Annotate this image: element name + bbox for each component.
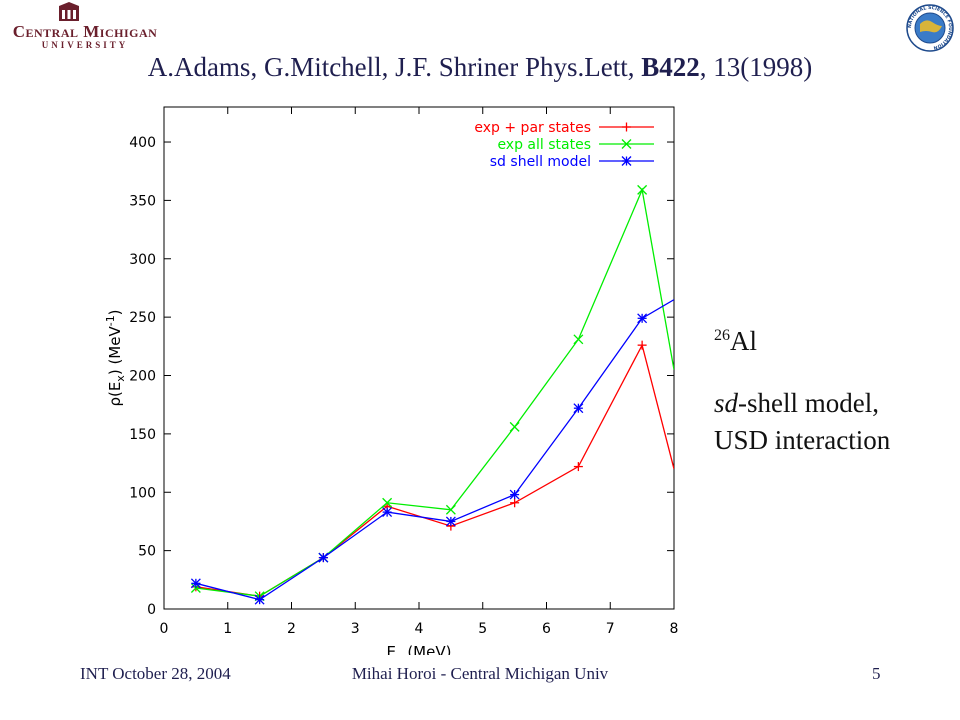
data-point-s2 [573,403,584,414]
slide-number: 5 [872,664,881,683]
y-tick-label: 250 [129,310,156,326]
citation-volume: B422 [641,52,700,82]
y-tick-label: 0 [147,602,156,618]
data-point-s2 [509,489,520,500]
series-line-1 [195,187,674,597]
institution-name: Central Michigan [12,22,158,41]
legend-marker-2 [621,156,632,166]
data-point-s1 [637,184,648,195]
data-point-s1 [190,583,201,593]
x-tick-label: 4 [415,621,424,637]
data-point-s2 [445,516,456,527]
data-point-s2 [382,507,393,518]
nucleus-symbol: Al [730,326,757,356]
x-tick-label: 7 [606,621,615,637]
y-tick-label: 150 [129,427,156,443]
x-tick-label: 1 [223,621,232,637]
footer-author: Mihai Horoi - Central Michigan Univ [351,664,609,683]
x-tick-label: 0 [160,621,169,637]
model-rest: -shell model, [738,388,879,418]
x-tick-label: 2 [287,621,296,637]
nucleus-mass: 26 [714,327,730,344]
legend-label-2: sd shell model [490,154,591,170]
y-tick-label: 300 [129,252,156,268]
y-tick-label: 400 [129,135,156,151]
x-axis-label: Ex (MeV) [387,643,452,655]
nucleus-label: 26Al [714,326,757,357]
legend-label-1: exp all states [497,137,591,153]
y-tick-label: 100 [129,485,156,501]
model-label: sd-shell model, [714,388,879,419]
model-italic: sd [714,388,739,418]
institution-sub: UNIVERSITY [41,40,129,50]
series-line-0 [195,343,674,597]
y-tick-label: 200 [129,369,156,385]
data-point-s2 [637,313,648,324]
citation-pages: , 13(1998) [699,52,813,82]
x-tick-label: 3 [351,621,360,637]
data-point-s2 [190,578,201,589]
y-tick-label: 350 [129,193,156,209]
citation: A.Adams, G.Mitchell, J.F. Shriner Phys.L… [0,52,960,83]
data-point-s1 [573,334,584,345]
citation-authors: A.Adams, G.Mitchell, J.F. Shriner Phys.L… [147,52,642,82]
data-point-s2 [254,594,265,605]
data-point-s1 [445,504,456,515]
data-point-s1 [382,497,393,508]
x-tick-label: 5 [478,621,487,637]
y-tick-label: 50 [138,544,156,560]
nsf-logo-icon: NATIONAL SCIENCE FOUNDATION [906,4,954,52]
legend-marker-1 [621,139,632,149]
plot-frame [163,106,675,610]
data-point-s2 [318,552,329,563]
x-tick-label: 6 [542,621,551,637]
interaction-label: USD interaction [714,425,891,455]
data-point-s1 [509,421,520,432]
level-density-chart: 0 50 100 150 200 250 300 350 400 0 1 2 3 4 5 6 7 8 Ex (MeV… [104,106,679,655]
legend-label-0: exp + par states [474,120,591,136]
cmu-logo: Central Michigan UNIVERSITY [0,0,180,54]
series-line-2 [195,299,674,601]
y-axis-label: ρ(Ex) (MeV-1) [104,309,127,406]
cmu-seal-icon [59,2,79,21]
footer-date: INT October 28, 2004 [80,664,231,683]
x-tick-label: 8 [670,621,679,637]
